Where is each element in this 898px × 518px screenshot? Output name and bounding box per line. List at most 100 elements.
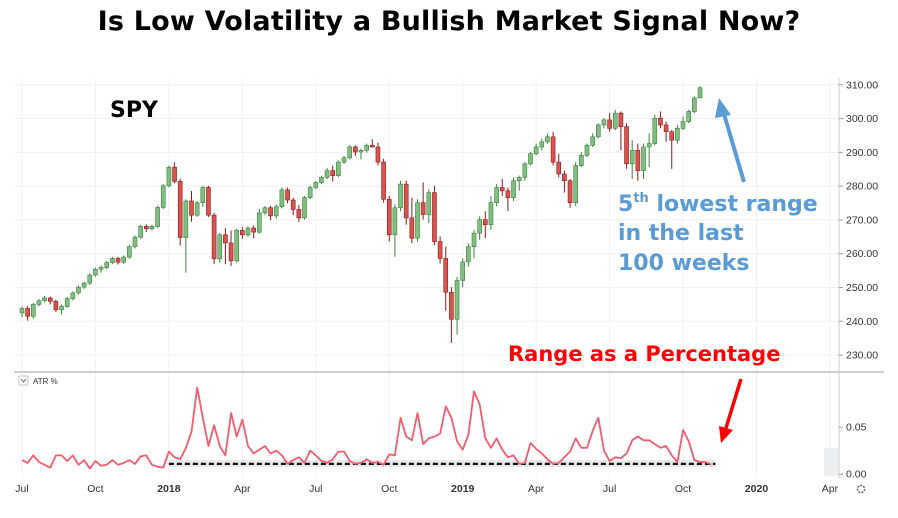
candle-body [115, 258, 121, 263]
candle [505, 187, 511, 212]
candle [155, 205, 160, 229]
price-tick-label: 240.00 [846, 316, 878, 328]
candle [471, 229, 477, 259]
candle [398, 180, 403, 212]
candle-body [228, 242, 234, 262]
candle-body [234, 230, 239, 262]
time-tick-label: Jul [15, 483, 28, 495]
candle-body [437, 241, 443, 259]
candle-body [223, 234, 228, 244]
price-tick-label: 270.00 [846, 214, 878, 226]
candle-body [550, 136, 556, 163]
candle [121, 255, 126, 264]
blue-arrow-shaft [722, 113, 746, 183]
candle [313, 180, 319, 190]
gear-icon[interactable] [856, 484, 866, 494]
candle [516, 175, 522, 191]
candle [545, 133, 550, 144]
candle [454, 277, 460, 335]
candle-body [279, 189, 285, 208]
candle-body [25, 308, 30, 317]
candle [273, 204, 279, 219]
candle-body [658, 117, 663, 126]
candle-body [273, 206, 279, 217]
candle-body [200, 187, 206, 203]
candle [584, 143, 590, 158]
chevron-down-icon[interactable] [20, 378, 27, 383]
candle-body [381, 161, 386, 200]
candle [499, 179, 505, 196]
candle-body [669, 131, 675, 141]
candle-body [42, 297, 47, 301]
candle [36, 299, 42, 307]
candle [19, 306, 25, 318]
settings-gear[interactable] [856, 484, 866, 494]
candle [595, 123, 601, 139]
candle-body [635, 150, 641, 171]
candle-body [319, 177, 324, 183]
candle [358, 148, 364, 160]
price-axis: 310.00 300.00 290.00 280.00 270.00 260.00 250.… [839, 79, 878, 362]
candle-body [499, 187, 505, 192]
candle-body [104, 262, 110, 268]
candle-body [420, 202, 426, 215]
candle-body [313, 182, 319, 188]
candle-body [290, 199, 296, 210]
candle-body [590, 136, 595, 146]
candle-body [584, 144, 590, 156]
candle-body [251, 227, 256, 233]
candle [336, 160, 341, 178]
candle-body [369, 144, 375, 148]
candle-body [443, 258, 449, 293]
candle-body [138, 226, 143, 238]
candle [533, 143, 539, 156]
candle-body [692, 97, 697, 112]
price-tick-label: 250.00 [846, 282, 878, 294]
candle [511, 177, 516, 202]
atr-shade [824, 448, 838, 476]
candle-body [189, 200, 194, 216]
candle [539, 138, 545, 151]
candle-body [398, 183, 403, 209]
candle-body [409, 217, 415, 239]
candle-body [511, 180, 516, 198]
time-tick-label: Oct [675, 483, 691, 495]
time-tick-label: Apr [234, 483, 251, 495]
candle-body [240, 230, 245, 236]
candle [189, 190, 194, 222]
candle-body [652, 117, 658, 144]
candle [629, 140, 635, 180]
candle-body [98, 267, 104, 270]
candle-body [562, 173, 567, 182]
candle-body [127, 246, 132, 258]
candle-body [612, 112, 618, 129]
candle-body [160, 185, 166, 208]
candle [194, 201, 200, 217]
candle [460, 258, 466, 288]
candle-body [194, 202, 200, 216]
candle-body [144, 226, 149, 230]
atr-tick-label: 0.05 [846, 422, 867, 434]
candle [59, 304, 64, 315]
ticker-label: SPY [110, 98, 159, 123]
candle [251, 225, 256, 239]
blue-annotation-line-3: 100 weeks [618, 251, 749, 276]
candle-body [646, 143, 652, 148]
candle [550, 131, 556, 166]
candle [245, 226, 251, 238]
candle [641, 143, 646, 180]
candle [211, 212, 217, 265]
candle [138, 224, 143, 239]
candle [686, 109, 692, 124]
candle [652, 114, 658, 146]
blue-annotation-rest: lowest range [649, 192, 818, 217]
candle [466, 243, 471, 267]
time-tick-label: Jul [603, 483, 616, 495]
candle-body [432, 192, 437, 242]
candle [612, 109, 618, 131]
candle-body [177, 181, 183, 238]
candle [522, 162, 528, 181]
candle-body [296, 209, 302, 219]
price-tick-label: 300.00 [846, 113, 878, 125]
